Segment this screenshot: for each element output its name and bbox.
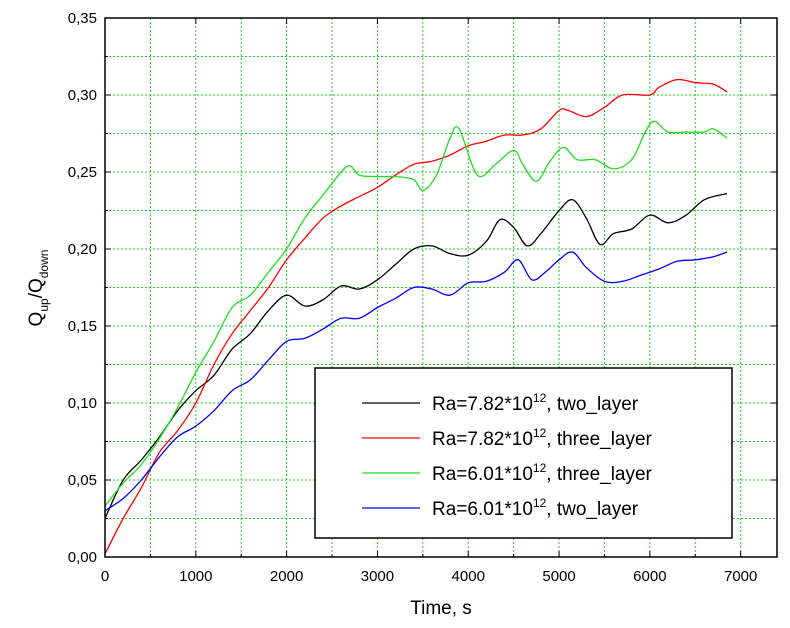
y-tick-label: 0,10 (68, 395, 97, 412)
y-tick-label: 0,30 (68, 87, 97, 104)
x-tick-label: 1000 (179, 568, 212, 585)
legend-box (314, 367, 733, 539)
legend-label-4: Ra=6.01*1012, two_layer (432, 496, 639, 520)
series-line-4 (105, 251, 728, 512)
series-line-2 (105, 78, 728, 555)
x-tick-label: 0 (101, 568, 109, 585)
x-tick-label: 3000 (361, 568, 394, 585)
axis-ticks: 0 1000 2000 3000 4000 5000 6000 7000 0,00 0,05 0,1… (68, 10, 777, 585)
y-tick-label: 0,00 (68, 549, 97, 566)
x-tick-label: 6000 (633, 568, 666, 585)
legend-label-3: Ra=6.01*1012, three_layer (432, 461, 653, 485)
series-line-1 (105, 192, 728, 519)
x-tick-label: 7000 (724, 568, 757, 585)
y-tick-label: 0,25 (68, 164, 97, 181)
y-tick-label: 0,15 (68, 318, 97, 335)
legend-label-1: Ra=7.82*1012, two_layer (432, 391, 639, 415)
series-layer (105, 78, 728, 555)
y-tick-label: 0,20 (68, 241, 97, 258)
y-tick-label: 0,05 (68, 472, 97, 489)
x-axis-label: Time, s (410, 598, 472, 619)
legend-label-2: Ra=7.82*1012, three_layer (432, 426, 653, 450)
y-axis-label: Qup/Qdown (26, 250, 51, 327)
y-tick-label: 0,35 (68, 10, 97, 27)
legend: Ra=7.82*1012, two_layer Ra=7.82*1012, thr… (314, 367, 733, 539)
x-tick-label: 2000 (270, 568, 303, 585)
x-tick-label: 4000 (452, 568, 485, 585)
series-line-3 (105, 120, 728, 507)
x-tick-label: 5000 (542, 568, 575, 585)
